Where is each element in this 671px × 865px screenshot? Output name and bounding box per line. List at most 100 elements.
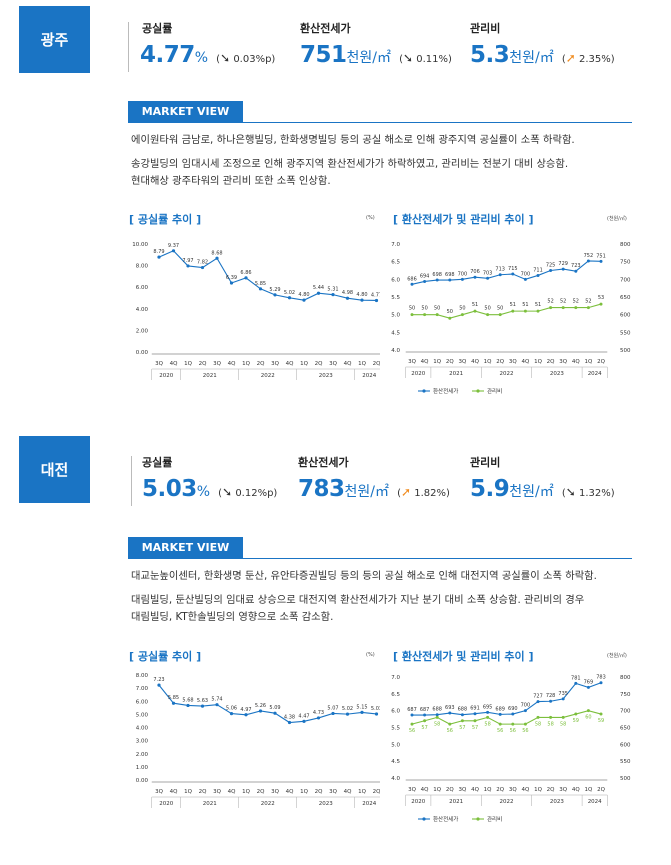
data-point [536, 309, 540, 313]
y-tick-label: 8.00 [136, 264, 149, 270]
metric-value: 5.9천원/㎡ (➘ 1.32%) [470, 476, 615, 502]
data-label: 5.02 [342, 706, 353, 712]
arrow-up-icon: ➚ [565, 51, 576, 65]
metric-number: 751 [300, 42, 347, 68]
vacancy-chart: 10.00 8.00 6.00 4.00 2.00 0.00 3Q 4Q 1Q 2Q 3Q 4Q 1Q 2… [132, 242, 380, 380]
data-label: 56 [510, 728, 516, 734]
vacancy-series-line [158, 250, 377, 302]
x-tick-label: 2Q [547, 787, 555, 793]
data-point [473, 712, 477, 716]
metric-change: (➚ 2.35%) [561, 51, 615, 65]
divider [128, 22, 129, 72]
data-label: 689 [495, 706, 505, 712]
metric-unit: 천원/㎡ [344, 484, 389, 500]
y-right-tick-label: 700 [620, 277, 631, 283]
series-line [412, 303, 602, 319]
data-label: 9.37 [168, 243, 179, 249]
market-view-underline [128, 558, 632, 559]
y-right-tick-label: 500 [620, 348, 631, 354]
data-point [549, 306, 553, 310]
data-point [473, 719, 477, 723]
data-point [586, 306, 590, 310]
data-label: 6.86 [240, 270, 251, 276]
region-badge: 대전 [19, 436, 90, 503]
data-point [523, 722, 527, 726]
year-label: 2020 [411, 799, 425, 805]
data-point [258, 709, 263, 713]
data-label: 698 [432, 272, 442, 278]
data-point [549, 715, 553, 719]
data-point [229, 281, 234, 285]
x-tick-label: 4Q [572, 787, 580, 793]
data-point [511, 272, 515, 276]
data-label: 723 [571, 263, 581, 269]
chart-unit: (천원/㎡) [607, 653, 627, 659]
data-label: 57 [459, 725, 465, 731]
data-label: 7.82 [197, 260, 208, 266]
data-label: 695 [483, 704, 493, 710]
data-label: 694 [420, 273, 430, 279]
y-left-tick-label: 6.5 [391, 260, 400, 266]
y-left-tick-label: 5.0 [391, 313, 400, 319]
data-point [186, 703, 190, 708]
y-right-tick-label: 600 [620, 313, 631, 319]
data-label: 691 [470, 706, 480, 712]
x-tick-label: 2Q [446, 359, 454, 365]
data-label: 728 [546, 693, 556, 699]
x-tick-label: 4Q [521, 359, 529, 365]
data-point [448, 711, 452, 715]
year-label: 2020 [159, 373, 173, 379]
metric-number: 5.3 [470, 42, 510, 68]
data-point [448, 316, 452, 320]
data-label: 4.73 [313, 710, 324, 716]
x-tick-label: 2Q [373, 361, 380, 367]
data-label: 735 [558, 691, 568, 697]
data-point [287, 720, 292, 725]
data-label: 56 [522, 728, 528, 734]
x-tick-label: 4Q [572, 359, 580, 365]
data-point [171, 701, 176, 705]
market-view-paragraph: 송강빌딩의 임대시세 조정으로 인해 광주지역 환산전세가가 하락하였고, 관리… [131, 158, 569, 170]
data-label: 5.07 [327, 705, 338, 711]
data-label: 5.31 [327, 287, 338, 293]
y-right-tick-label: 800 [620, 242, 631, 248]
year-label: 2024 [588, 371, 602, 377]
data-point [561, 715, 565, 719]
y-tick-label: 8.00 [136, 673, 149, 679]
year-label: 2022 [500, 799, 514, 805]
chart-unit: (%) [366, 652, 375, 658]
data-label: 52 [560, 299, 566, 305]
y-tick-label: 2.00 [136, 328, 149, 334]
x-tick-label: 1Q [242, 361, 250, 367]
x-tick-label: 3Q [271, 789, 279, 795]
year-label: 2023 [319, 373, 333, 379]
data-label: 700 [521, 703, 531, 709]
x-tick-label: 3Q [509, 787, 517, 793]
x-tick-label: 4Q [170, 361, 178, 367]
x-tick-label: 3Q [329, 361, 337, 367]
metric-value: 5.03% (➘ 0.12%p) [142, 476, 277, 502]
data-label: 713 [495, 267, 505, 273]
data-label: 4.80 [356, 292, 367, 298]
y-left-tick-label: 6.0 [391, 709, 400, 715]
y-left-tick-label: 5.0 [391, 742, 400, 748]
y-left-tick-label: 6.5 [391, 692, 400, 698]
metric-change: (➘ 1.32%) [561, 485, 615, 499]
chart-title: [ 공실률 추이 ] [129, 650, 202, 663]
market-view-paragraph: 에이원타워 금남로, 하나은행빌딩, 한화생명빌딩 등의 공실 해소로 인해 광… [131, 134, 575, 146]
data-label: 5.02 [284, 290, 295, 296]
metric-label: 환산전세가 [298, 456, 349, 469]
data-point [460, 277, 464, 281]
data-point [200, 265, 205, 270]
data-point [435, 715, 439, 719]
data-label: 700 [521, 271, 531, 277]
series-line [411, 260, 602, 285]
year-label: 2020 [411, 371, 425, 377]
metric-label: 공실률 [142, 456, 173, 469]
x-tick-label: 4Q [344, 361, 352, 367]
metric-change: (➘ 0.03%p) [216, 51, 276, 65]
x-tick-label: 1Q [300, 789, 308, 795]
data-point [410, 313, 414, 317]
x-tick-label: 2Q [373, 789, 380, 795]
data-point [523, 309, 527, 313]
